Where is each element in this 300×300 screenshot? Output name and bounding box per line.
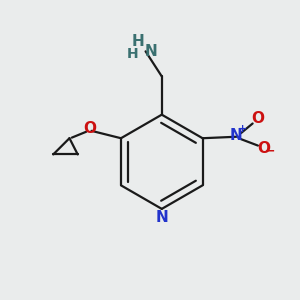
- Text: O: O: [257, 141, 270, 156]
- Text: H: H: [132, 34, 145, 50]
- Text: H: H: [127, 47, 138, 61]
- Text: O: O: [251, 111, 264, 126]
- Text: N: N: [155, 210, 168, 225]
- Text: O: O: [84, 121, 97, 136]
- Text: +: +: [238, 124, 248, 134]
- Text: −: −: [265, 145, 275, 158]
- Text: N: N: [145, 44, 157, 59]
- Text: N: N: [230, 128, 243, 143]
